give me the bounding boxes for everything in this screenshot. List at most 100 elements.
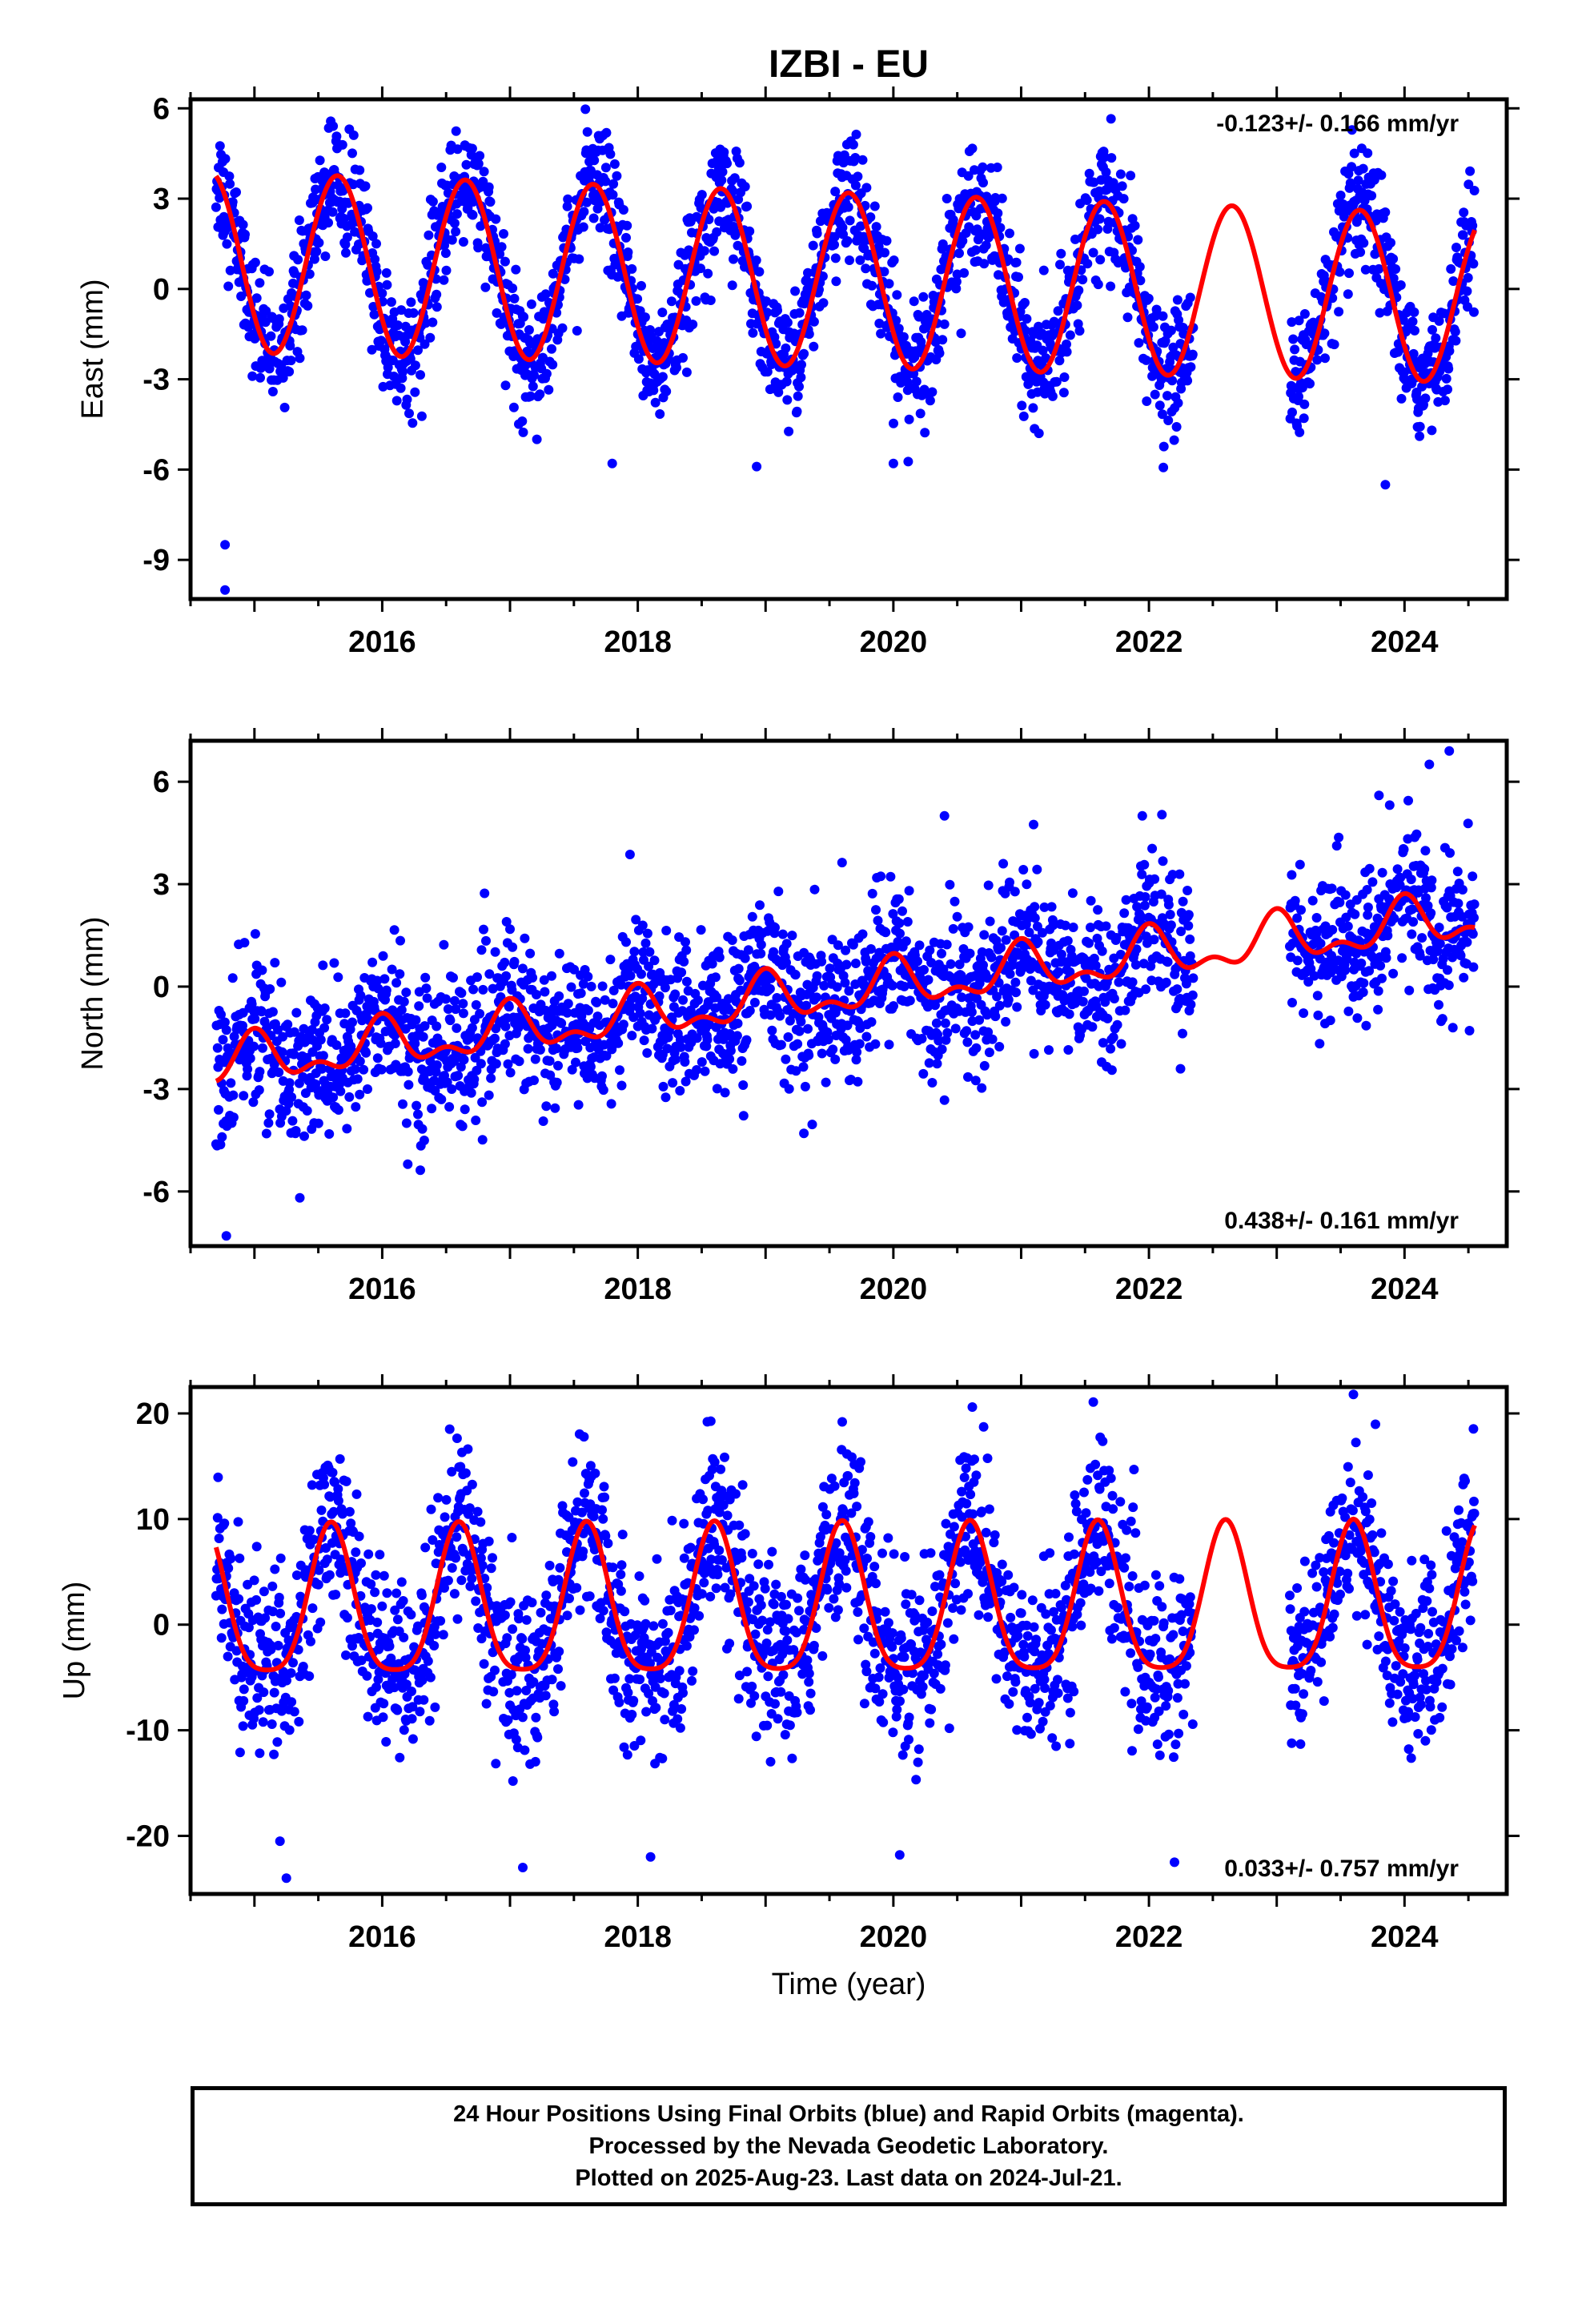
north-data-point — [490, 1033, 500, 1043]
up-data-point — [362, 1671, 372, 1681]
north-outlier-point — [403, 1159, 413, 1169]
north-data-point — [257, 965, 267, 975]
north-data-point — [1165, 910, 1175, 919]
north-data-point — [649, 955, 660, 966]
north-data-point — [1447, 1023, 1458, 1033]
north-data-point — [914, 940, 925, 951]
north-data-point — [866, 1017, 877, 1027]
north-data-point — [1312, 991, 1323, 1001]
north-data-point — [923, 975, 934, 985]
east-data-point — [410, 360, 420, 371]
east-data-point — [1294, 392, 1303, 402]
east-data-point — [938, 335, 948, 345]
east-data-point — [376, 336, 387, 346]
east-data-point — [475, 151, 485, 161]
east-data-point — [612, 171, 622, 181]
east-data-point — [1294, 316, 1304, 326]
north-data-point — [1010, 977, 1021, 987]
north-y-tick-label: 3 — [153, 868, 170, 902]
east-data-point — [1182, 376, 1193, 386]
up-data-point — [346, 1518, 356, 1529]
north-data-point — [681, 1076, 691, 1087]
east-data-point — [301, 290, 311, 300]
north-data-point — [631, 915, 641, 925]
north-data-point — [848, 939, 858, 950]
east-data-point — [1443, 384, 1452, 395]
north-data-point — [841, 945, 851, 955]
east-data-point — [830, 187, 841, 197]
east-data-point — [601, 127, 612, 138]
north-data-point — [625, 971, 636, 981]
east-data-point — [1427, 425, 1437, 436]
east-data-point — [1468, 220, 1478, 231]
north-data-point — [615, 1065, 624, 1076]
east-data-point — [893, 324, 904, 334]
north-data-point — [934, 1035, 944, 1046]
north-data-point — [1340, 965, 1351, 975]
north-data-point — [1022, 879, 1032, 890]
north-data-point — [616, 1080, 627, 1091]
east-data-point — [398, 367, 408, 377]
up-data-point — [438, 1630, 448, 1640]
north-data-point — [228, 1112, 239, 1123]
north-data-point — [553, 1060, 563, 1071]
north-data-point — [1001, 1016, 1011, 1027]
north-data-point — [1005, 877, 1014, 887]
north-data-point — [1464, 1026, 1475, 1035]
north-data-point — [618, 1019, 628, 1030]
east-data-point — [327, 207, 338, 217]
east-data-point — [804, 329, 814, 340]
north-data-point — [274, 1068, 284, 1077]
east-data-point — [995, 223, 1006, 233]
north-data-point — [239, 1091, 249, 1101]
north-data-point — [291, 1126, 301, 1136]
up-data-point — [477, 1560, 488, 1570]
north-data-point — [727, 935, 737, 945]
east-data-point — [508, 402, 519, 412]
north-data-point — [982, 973, 993, 983]
east-data-point — [1062, 347, 1072, 357]
east-data-point — [404, 408, 414, 419]
east-data-point — [238, 219, 248, 230]
east-data-point — [661, 386, 672, 396]
east-data-point — [517, 416, 528, 426]
north-data-point — [1024, 927, 1034, 938]
north-data-point — [1188, 973, 1199, 983]
up-data-point — [316, 1505, 327, 1515]
up-data-point — [476, 1517, 486, 1527]
east-data-point — [1463, 272, 1473, 283]
east-data-point — [600, 176, 611, 187]
north-data-point — [339, 1019, 350, 1029]
east-data-point — [1041, 353, 1051, 364]
east-data-point — [1082, 195, 1092, 205]
east-data-point — [1451, 336, 1461, 346]
east-data-point — [578, 222, 588, 232]
up-data-point — [252, 1693, 263, 1703]
east-data-point — [880, 247, 889, 258]
north-data-point — [318, 1051, 328, 1061]
east-x-tick-label: 2020 — [860, 625, 928, 659]
north-data-point — [1010, 887, 1020, 897]
north-data-point — [767, 1025, 777, 1035]
up-data-point — [275, 1608, 286, 1618]
north-data-point — [950, 896, 960, 907]
north-data-point — [532, 990, 541, 999]
east-data-point — [284, 367, 295, 377]
north-data-point — [639, 1035, 649, 1046]
north-data-point — [996, 943, 1006, 953]
up-data-point — [366, 1604, 376, 1614]
north-data-point — [629, 947, 640, 957]
up-data-point — [293, 1645, 303, 1655]
north-data-point — [432, 1060, 442, 1070]
east-data-point — [264, 267, 274, 277]
east-data-point — [997, 193, 1007, 203]
north-data-point — [324, 1129, 335, 1139]
east-data-point — [1420, 393, 1431, 404]
north-data-point — [1046, 902, 1057, 912]
up-data-point — [314, 1565, 324, 1575]
east-data-point — [1288, 334, 1299, 344]
north-data-point — [974, 1015, 985, 1025]
north-data-point — [1463, 818, 1473, 829]
east-data-point — [1287, 317, 1297, 328]
